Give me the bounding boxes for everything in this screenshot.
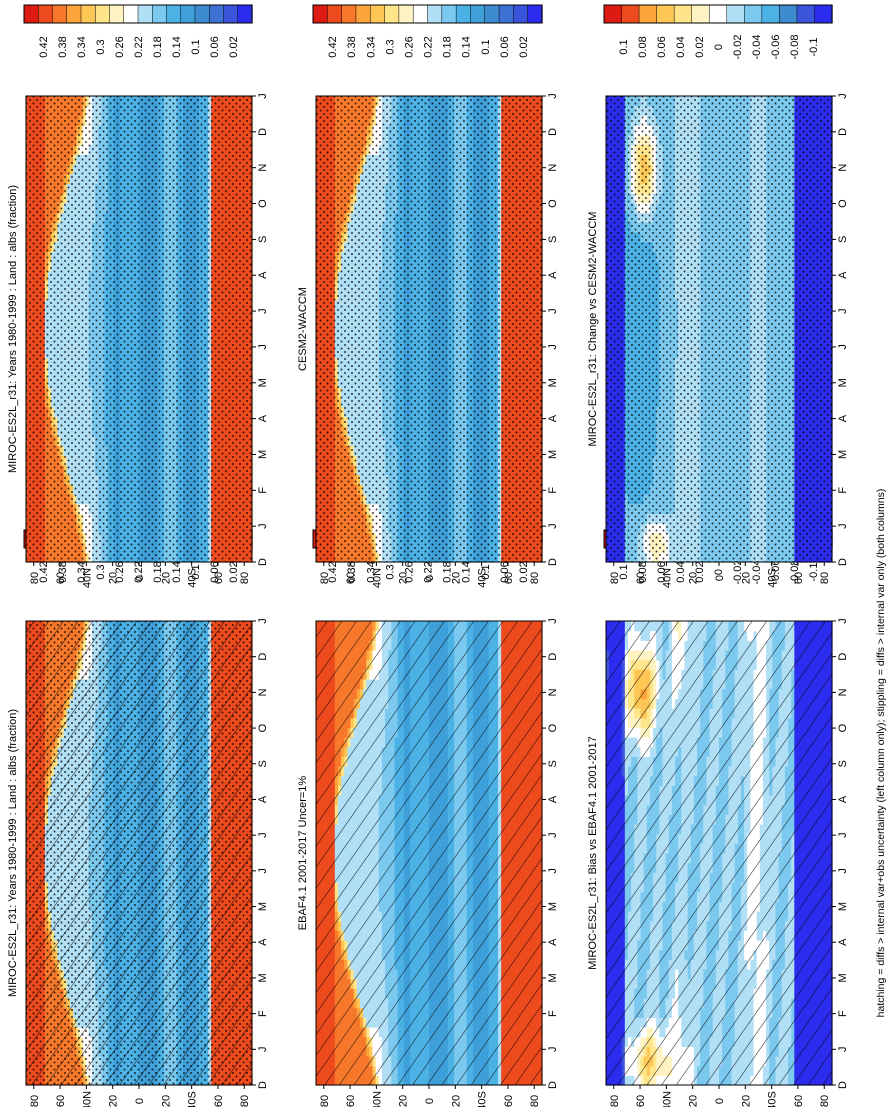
lat-tick-label: 60 [55, 1095, 67, 1107]
panel-title-p1: MIROC-ES2L_r31: Years 1980-1999 : Land :… [7, 709, 19, 997]
stippling-overlay-p1 [26, 621, 252, 1085]
time-tick-label: N [257, 688, 269, 696]
panels-layer: D J F M A M J J A S O N D J 80 60 40N 20 0 20 40S 60 80 MIROC-E… [7, 4, 849, 1107]
time-tick-label: A [257, 938, 269, 946]
panel-p1: D J F M A M J J A S O N D J 80 60 40N 20 0 20 40S 60 80 MIROC-E… [7, 529, 269, 1107]
lat-tick-label: 40S [187, 1091, 199, 1107]
lat-tick-label: 20 [160, 1095, 172, 1107]
time-tick-label: J [257, 618, 269, 624]
time-tick-label: F [257, 1010, 269, 1017]
time-tick-label: A [257, 795, 269, 803]
time-tick-label: D [257, 653, 269, 661]
lat-tick-label: 80 [29, 1095, 41, 1107]
lat-tick-label: 20 [108, 1095, 120, 1107]
time-tick-label: S [257, 760, 269, 767]
lat-tick-label: 80 [239, 1095, 251, 1107]
colorbar-label: 0.3 [95, 564, 107, 579]
time-tick-label: J [257, 868, 269, 874]
colorbar-label: 0.14 [171, 561, 183, 582]
time-tick-label: M [257, 973, 269, 982]
time-tick-label: D [257, 1081, 269, 1089]
time-tick-label: J [257, 1047, 269, 1053]
colorbar-label: 0.02 [228, 561, 240, 582]
time-tick-label: J [257, 832, 269, 838]
lat-tick-label: 0 [134, 1098, 146, 1104]
lat-tick-label: 40N [81, 1091, 93, 1107]
lat-tick-label: 60 [213, 1095, 225, 1107]
time-tick-label: O [257, 723, 269, 732]
time-tick-label: M [257, 902, 269, 911]
